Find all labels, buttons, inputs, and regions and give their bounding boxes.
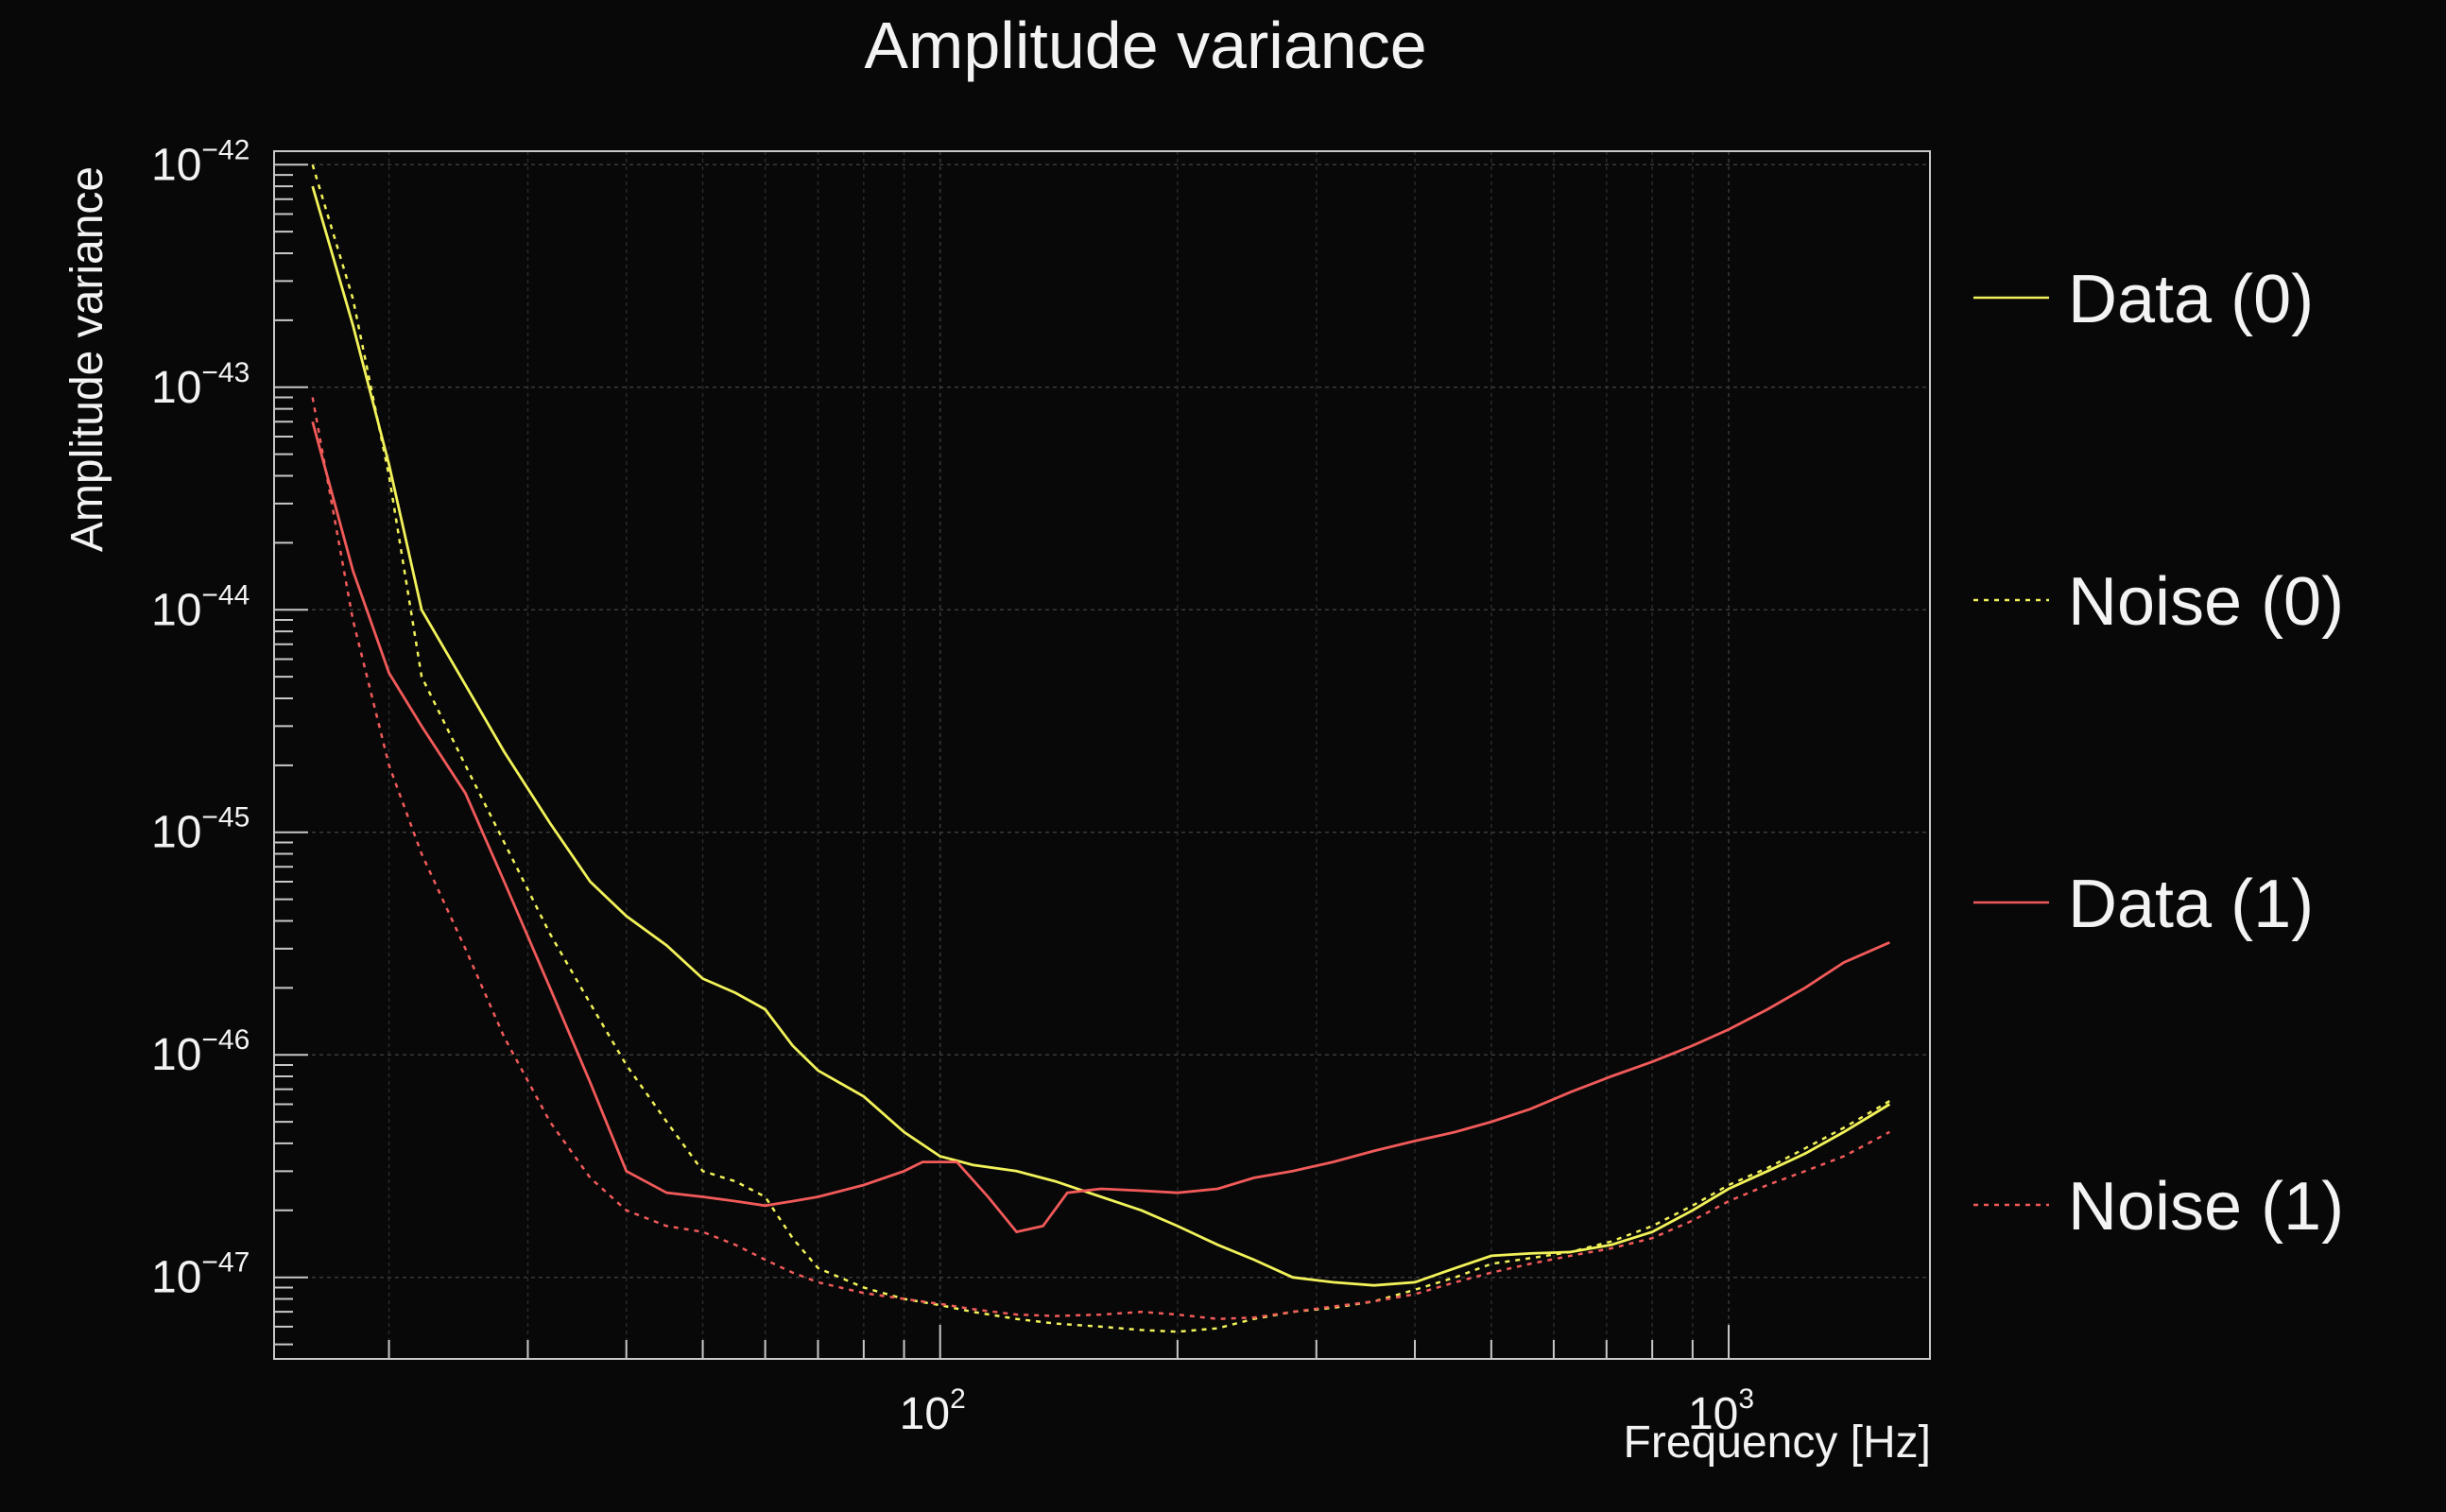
series-line-4 bbox=[311, 397, 1890, 1320]
x-axis: 102 103 bbox=[388, 1325, 1754, 1439]
legend-label: Data (1) bbox=[2068, 867, 2314, 942]
y-tick-label: 10−46 bbox=[151, 1024, 250, 1080]
legend: Data (0) Noise (0) Data (1) Noise (1) bbox=[1973, 262, 2344, 1245]
grid bbox=[274, 151, 1930, 1359]
y-axis-label: Amplitude variance bbox=[62, 166, 112, 552]
legend-label: Noise (1) bbox=[2068, 1169, 2344, 1245]
y-tick-label: 10−47 bbox=[151, 1247, 250, 1303]
y-tick-label: 10−44 bbox=[151, 579, 250, 635]
y-tick-label: 10−42 bbox=[151, 134, 250, 190]
y-tick-label: 10−43 bbox=[151, 357, 250, 413]
chart-title: Amplitude variance bbox=[864, 9, 1426, 82]
y-tick-label: 10−45 bbox=[151, 802, 250, 858]
plot-frame bbox=[273, 150, 1931, 1360]
x-axis-label: Frequency [Hz] bbox=[1624, 1418, 1931, 1468]
x-tick-label: 102 bbox=[900, 1383, 966, 1439]
series-group bbox=[311, 163, 1891, 1333]
series-line-2 bbox=[311, 163, 1890, 1333]
legend-label: Noise (0) bbox=[2068, 564, 2344, 640]
series-line-3 bbox=[311, 421, 1890, 1234]
y-axis: 10−42 10−43 10−44 10−45 10−46 10−47 bbox=[151, 134, 308, 1346]
legend-label: Data (0) bbox=[2068, 262, 2314, 337]
series-line-1 bbox=[311, 185, 1891, 1287]
